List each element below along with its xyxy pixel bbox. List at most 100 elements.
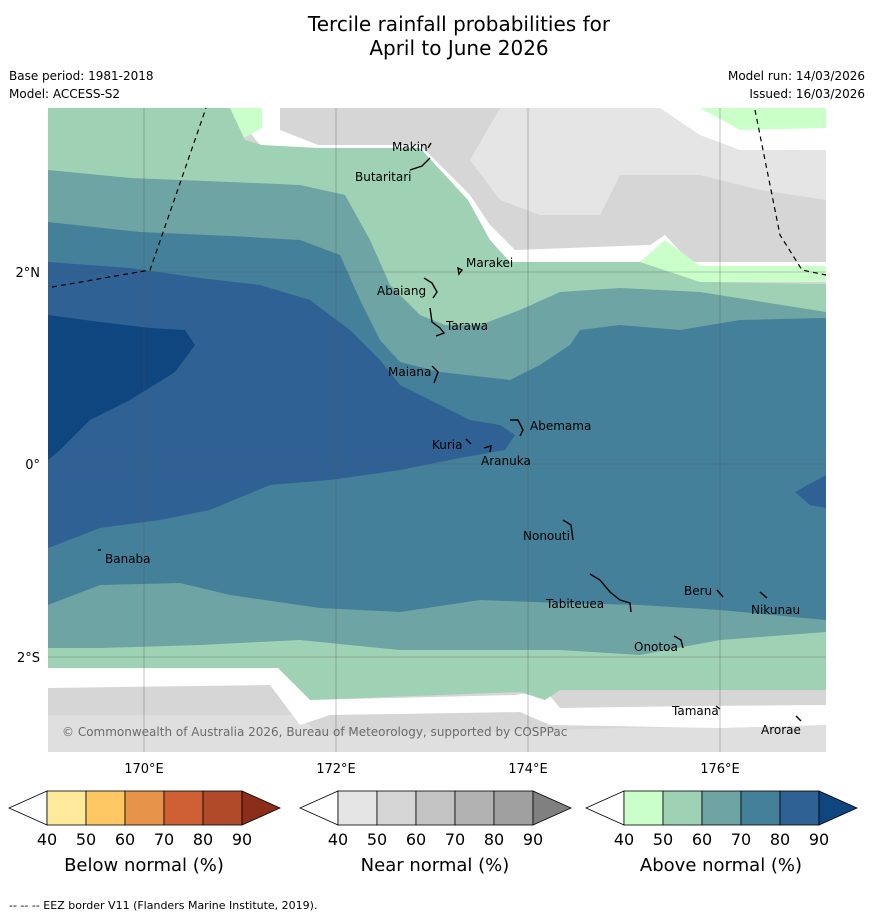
probability-field bbox=[48, 108, 826, 752]
label-tamana: Tamana bbox=[671, 704, 719, 718]
island-abaiang bbox=[423, 277, 438, 299]
colorbar-near-normal: 40 50 60 70 80 90 Near normal (%) bbox=[299, 790, 572, 876]
island-arorae bbox=[795, 715, 802, 722]
cb-near-cell-3 bbox=[415, 790, 456, 826]
cb-below-cell-3 bbox=[124, 790, 165, 826]
eez-borders bbox=[51, 107, 827, 288]
cb-above-cell-1 bbox=[623, 790, 664, 826]
island-kuria bbox=[465, 438, 472, 445]
cb-near-tick-70: 70 bbox=[445, 830, 465, 849]
cb-below-cell-4 bbox=[163, 790, 204, 826]
cb-above-title: Above normal (%) bbox=[640, 855, 802, 876]
label-onotoa: Onotoa bbox=[634, 640, 678, 654]
cb-above-extend-low bbox=[585, 790, 625, 826]
axis-labels: 170°E 172°E 174°E 176°E 2°N 0° 2°S bbox=[16, 266, 740, 777]
island-nikunau bbox=[759, 591, 768, 599]
cb-below-tick-50: 50 bbox=[76, 830, 96, 849]
island-maiana bbox=[431, 365, 439, 384]
island-nonouti bbox=[562, 519, 574, 541]
above-normal-80-east bbox=[795, 475, 826, 508]
colorbar-below-normal: 40 50 60 70 80 90 Below normal (%) bbox=[8, 790, 281, 876]
label-arorae: Arorae bbox=[761, 723, 801, 737]
y-tick-2s: 2°S bbox=[17, 651, 40, 666]
colorbar-below-ticks: 40 50 60 70 80 90 bbox=[37, 830, 252, 849]
islands bbox=[98, 142, 802, 722]
label-kuria: Kuria bbox=[432, 438, 463, 452]
cb-below-cell-5 bbox=[202, 790, 243, 826]
label-beru: Beru bbox=[684, 584, 712, 598]
island-abemama bbox=[510, 419, 524, 437]
issued-text: Issued: 16/03/2026 bbox=[749, 87, 865, 101]
island-aranuka bbox=[483, 445, 492, 453]
cb-above-cell-2 bbox=[662, 790, 703, 826]
eez-border-east bbox=[754, 109, 827, 276]
cb-below-tick-40: 40 bbox=[37, 830, 57, 849]
cb-above-cell-4 bbox=[740, 790, 781, 826]
cb-below-tick-70: 70 bbox=[154, 830, 174, 849]
cb-near-tick-90: 90 bbox=[523, 830, 543, 849]
cb-above-tick-50: 50 bbox=[653, 830, 673, 849]
label-abemama: Abemama bbox=[530, 419, 591, 433]
x-tick-170e: 170°E bbox=[124, 762, 164, 777]
eez-legend-footer: -- -- -- EEZ border V11 (Flanders Marine… bbox=[9, 899, 318, 912]
island-tarawa bbox=[429, 307, 446, 337]
cb-above-cell-5 bbox=[779, 790, 820, 826]
label-nonouti: Nonouti bbox=[523, 529, 570, 543]
cb-below-tick-60: 60 bbox=[115, 830, 135, 849]
title-line-1: Tercile rainfall probabilities for bbox=[307, 12, 611, 36]
x-tick-172e: 172°E bbox=[316, 762, 356, 777]
colorbar-above-normal: 40 50 60 70 80 90 Above normal (%) bbox=[585, 790, 858, 876]
x-tick-174e: 174°E bbox=[508, 762, 548, 777]
cb-below-extend-low bbox=[8, 790, 48, 826]
label-butaritari: Butaritari bbox=[355, 170, 412, 184]
cb-near-title: Near normal (%) bbox=[361, 855, 510, 876]
cb-near-tick-40: 40 bbox=[328, 830, 348, 849]
cb-above-tick-90: 90 bbox=[809, 830, 829, 849]
cb-below-cell-2 bbox=[85, 790, 126, 826]
cb-near-cell-1 bbox=[337, 790, 378, 826]
cb-near-cell-2 bbox=[376, 790, 417, 826]
label-abaiang: Abaiang bbox=[377, 284, 426, 298]
low-signal-band-south bbox=[48, 665, 826, 728]
label-aranuka: Aranuka bbox=[481, 454, 531, 468]
island-onotoa bbox=[673, 635, 684, 649]
base-period-text: Base period: 1981-2018 bbox=[9, 69, 154, 83]
above-normal-40-ne bbox=[700, 108, 826, 130]
cb-above-tick-40: 40 bbox=[614, 830, 634, 849]
cb-above-tick-70: 70 bbox=[731, 830, 751, 849]
cb-below-tick-80: 80 bbox=[193, 830, 213, 849]
island-marakei bbox=[457, 266, 464, 276]
cb-above-tick-60: 60 bbox=[692, 830, 712, 849]
cb-near-extend-high bbox=[532, 790, 572, 826]
cb-below-cell-1 bbox=[46, 790, 87, 826]
label-banaba: Banaba bbox=[105, 552, 151, 566]
y-tick-2n: 2°N bbox=[16, 266, 41, 281]
colorbar-above-ticks: 40 50 60 70 80 90 bbox=[614, 830, 829, 849]
model-run-text: Model run: 14/03/2026 bbox=[727, 69, 865, 83]
cb-near-tick-50: 50 bbox=[367, 830, 387, 849]
cb-near-tick-60: 60 bbox=[406, 830, 426, 849]
cb-below-title: Below normal (%) bbox=[64, 855, 224, 876]
meta-left: Base period: 1981-2018 Model: ACCESS-S2 bbox=[9, 67, 154, 103]
island-beru bbox=[716, 589, 724, 598]
island-makin bbox=[427, 142, 432, 149]
gridlines bbox=[48, 108, 826, 752]
label-makin: Makin bbox=[392, 140, 428, 154]
label-marakei: Marakei bbox=[466, 256, 513, 270]
above-normal-40-east bbox=[640, 240, 826, 282]
near-normal-40-south bbox=[48, 715, 826, 752]
cb-near-tick-80: 80 bbox=[484, 830, 504, 849]
colorbar-near-ticks: 40 50 60 70 80 90 bbox=[328, 830, 543, 849]
cb-below-extend-high bbox=[241, 790, 281, 826]
y-tick-0: 0° bbox=[25, 458, 40, 473]
cb-near-cell-4 bbox=[454, 790, 495, 826]
colorbar-below-cells bbox=[8, 790, 281, 826]
cb-above-tick-80: 80 bbox=[770, 830, 790, 849]
cb-near-extend-low bbox=[299, 790, 339, 826]
label-tarawa: Tarawa bbox=[445, 319, 488, 333]
label-tabiteuea: Tabiteuea bbox=[545, 597, 604, 611]
cb-above-cell-3 bbox=[701, 790, 742, 826]
colorbar-above-cells bbox=[585, 790, 858, 826]
colorbar-near-cells bbox=[299, 790, 572, 826]
